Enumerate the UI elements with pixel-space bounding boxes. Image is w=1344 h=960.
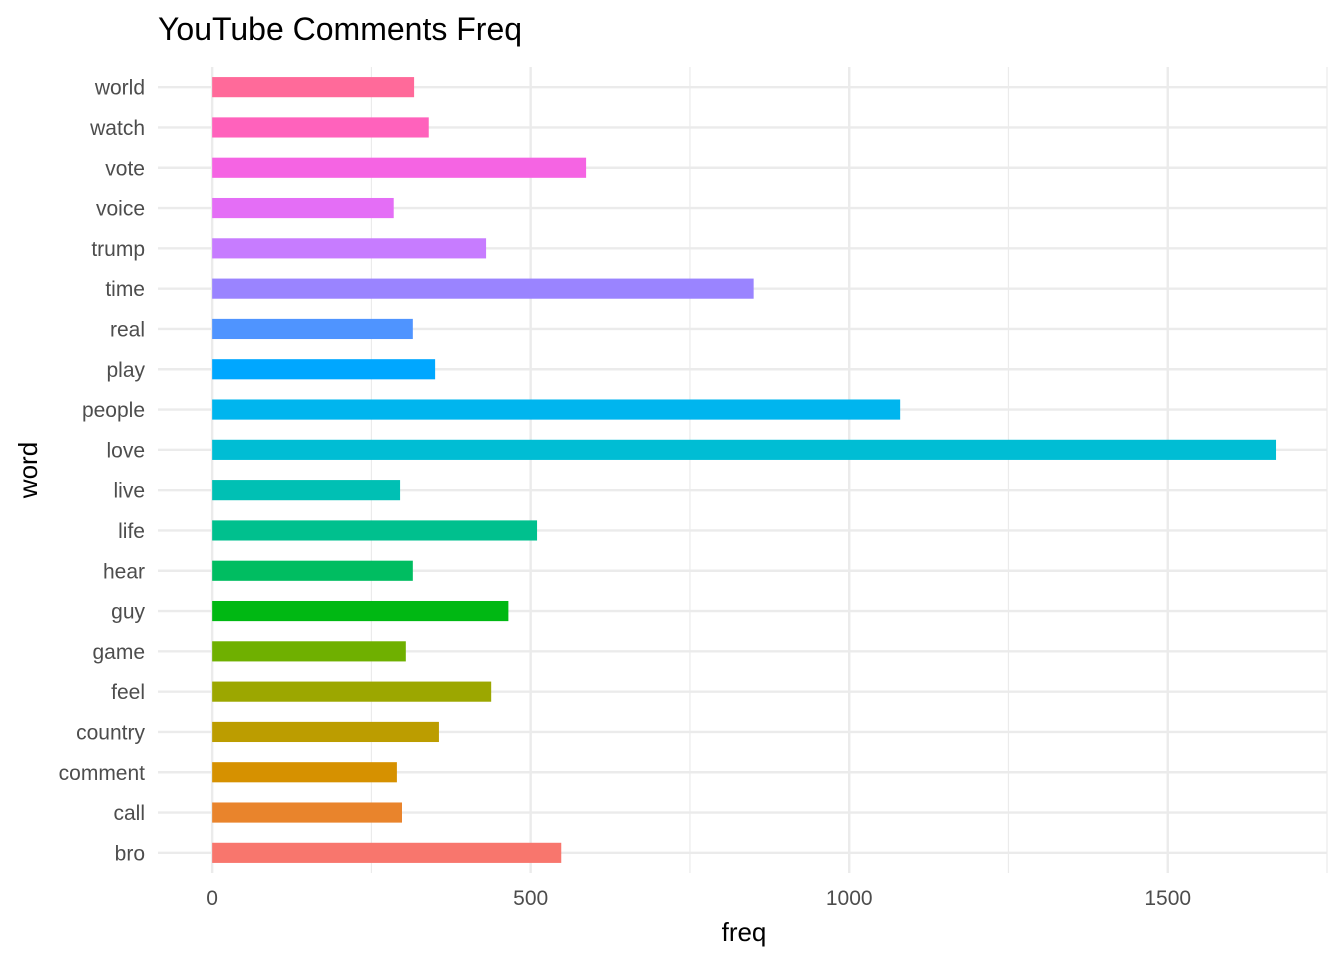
x-tick-label: 1000 [826, 887, 873, 910]
chart-title: YouTube Comments Freq [158, 11, 522, 47]
y-tick-label: watch [89, 117, 145, 140]
bar-guy [212, 600, 509, 622]
y-tick-label: people [82, 399, 145, 422]
x-tick-label: 500 [513, 887, 548, 910]
bar-time [212, 278, 754, 299]
bar-call [212, 802, 402, 823]
y-tick-label: trump [91, 238, 145, 261]
bar-people [212, 399, 901, 420]
y-tick-label: voice [96, 198, 145, 221]
grid-lines [158, 67, 1328, 873]
y-tick-label: live [113, 480, 145, 503]
bar-comment [212, 762, 397, 783]
y-tick-label: comment [59, 762, 146, 785]
x-tick-labels: 0 500 1000 1500 [206, 887, 1191, 910]
bar-bro [212, 842, 562, 863]
x-axis-title: freq [722, 917, 767, 947]
y-tick-label: country [76, 721, 145, 744]
bar-live [212, 480, 401, 501]
x-tick-label: 0 [206, 887, 218, 910]
bar-voice [212, 197, 394, 219]
bar-game [212, 641, 406, 662]
bar-love [212, 439, 1277, 460]
y-tick-label: time [105, 278, 145, 301]
y-tick-label: vote [105, 157, 145, 180]
bar-play [212, 359, 436, 380]
bar-hear [212, 560, 413, 581]
y-tick-label: play [106, 359, 145, 382]
y-tick-labels: bro call comment country feel game guy hear life… [59, 77, 146, 866]
bar-world [212, 77, 415, 98]
bar-trump [212, 238, 487, 259]
bar-country [212, 721, 439, 743]
y-tick-label: life [118, 520, 145, 543]
y-tick-label: hear [103, 560, 145, 583]
bar-vote [212, 157, 587, 178]
y-tick-label: game [92, 641, 145, 664]
bar-watch [212, 117, 429, 138]
y-tick-label: feel [111, 681, 145, 704]
bars [212, 77, 1277, 863]
bar-feel [212, 681, 492, 702]
y-tick-label: world [94, 77, 145, 100]
bar-real [212, 318, 413, 340]
y-tick-label: call [113, 802, 145, 825]
y-tick-label: real [110, 318, 145, 341]
y-tick-label: guy [111, 601, 145, 624]
y-tick-label: love [106, 439, 145, 462]
y-tick-label: bro [115, 842, 145, 865]
bar-life [212, 520, 538, 541]
y-axis-title: word [13, 442, 43, 499]
x-tick-label: 1500 [1144, 887, 1191, 910]
